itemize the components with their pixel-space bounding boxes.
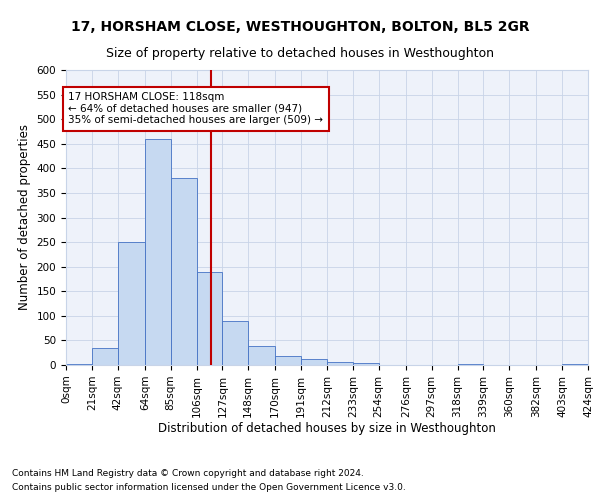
Text: Contains public sector information licensed under the Open Government Licence v3: Contains public sector information licen… — [12, 484, 406, 492]
Bar — [301, 359, 327, 365]
Bar — [223, 321, 248, 365]
Text: Size of property relative to detached houses in Westhoughton: Size of property relative to detached ho… — [106, 48, 494, 60]
Bar — [327, 362, 353, 365]
Text: 17, HORSHAM CLOSE, WESTHOUGHTON, BOLTON, BL5 2GR: 17, HORSHAM CLOSE, WESTHOUGHTON, BOLTON,… — [71, 20, 529, 34]
Bar — [275, 356, 301, 365]
Bar — [118, 242, 145, 365]
Text: Contains HM Land Registry data © Crown copyright and database right 2024.: Contains HM Land Registry data © Crown c… — [12, 468, 364, 477]
Bar — [170, 178, 197, 365]
Bar — [66, 364, 92, 365]
Text: 17 HORSHAM CLOSE: 118sqm
← 64% of detached houses are smaller (947)
35% of semi-: 17 HORSHAM CLOSE: 118sqm ← 64% of detach… — [68, 92, 323, 126]
Bar — [197, 272, 223, 365]
Bar — [458, 364, 484, 365]
X-axis label: Distribution of detached houses by size in Westhoughton: Distribution of detached houses by size … — [158, 422, 496, 436]
Bar — [248, 346, 275, 365]
Bar — [562, 364, 588, 365]
Bar — [145, 139, 170, 365]
Y-axis label: Number of detached properties: Number of detached properties — [18, 124, 31, 310]
Bar — [353, 362, 379, 365]
Bar — [92, 348, 118, 365]
